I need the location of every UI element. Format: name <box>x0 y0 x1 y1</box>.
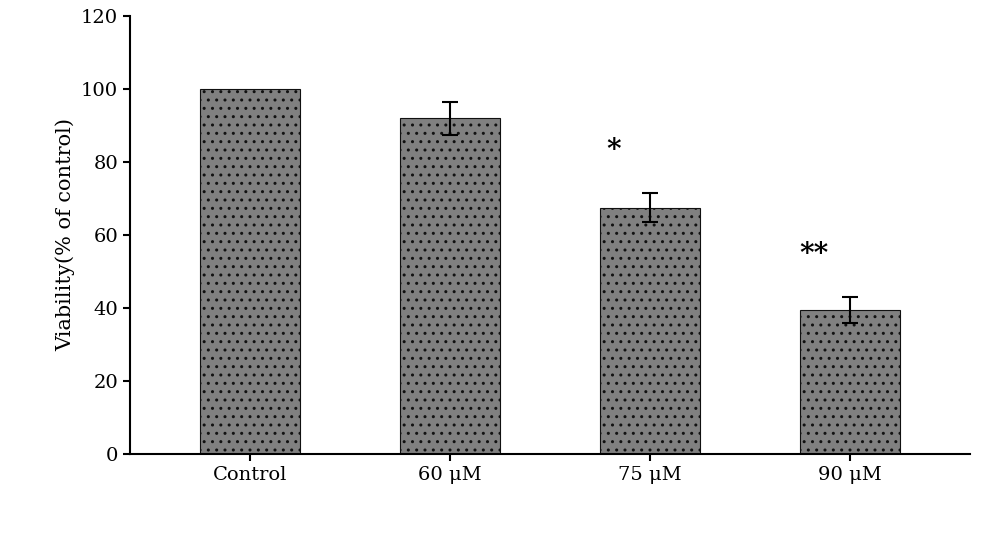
Bar <box>200 89 300 454</box>
Text: *: * <box>607 137 621 164</box>
Bar <box>600 208 700 454</box>
Y-axis label: Viability(% of control): Viability(% of control) <box>56 119 76 351</box>
Text: **: ** <box>799 241 829 268</box>
Bar <box>800 310 900 454</box>
Bar <box>400 118 500 454</box>
